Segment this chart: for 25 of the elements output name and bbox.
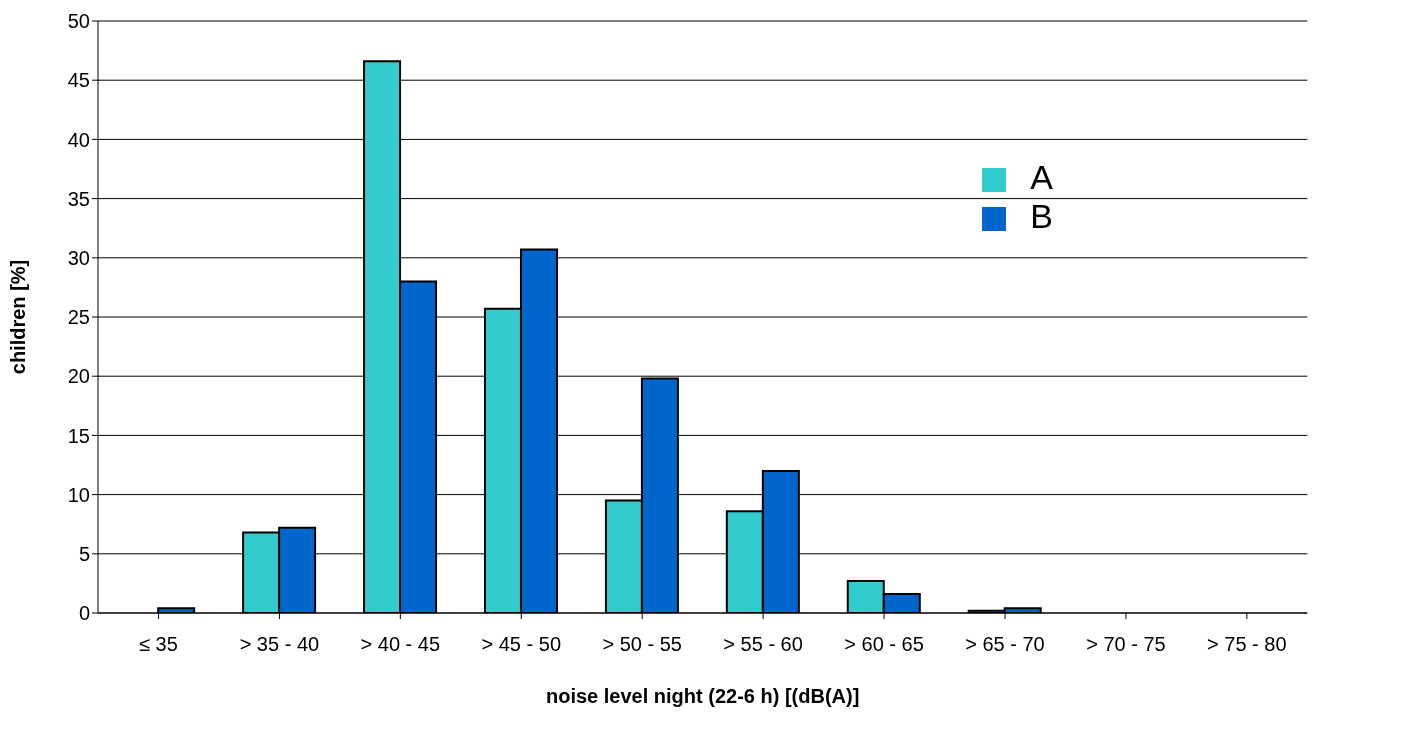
x-tick-label: > 55 - 60 <box>723 633 803 656</box>
x-tick-label: > 75 - 80 <box>1207 633 1287 656</box>
x-tick-label: > 60 - 65 <box>844 633 924 656</box>
y-tick-label: 5 <box>78 542 90 565</box>
y-tick-label: 40 <box>67 128 90 151</box>
x-tick-label: > 35 - 40 <box>239 633 320 656</box>
x-tick-label: > 45 - 50 <box>481 633 562 656</box>
x-tick-label: > 65 - 70 <box>965 633 1045 656</box>
legend-label: A <box>1030 158 1053 196</box>
y-axis-title: children [%] <box>7 259 30 375</box>
x-tick-label: > 40 - 45 <box>360 633 441 656</box>
y-tick-label: 20 <box>67 365 90 388</box>
x-tick-label: > 50 - 55 <box>602 633 682 656</box>
y-tick-label: 50 <box>67 10 90 33</box>
y-tick-label: 0 <box>78 602 90 625</box>
y-tick-label: 15 <box>67 424 90 447</box>
y-tick-label: 35 <box>67 187 90 210</box>
y-tick-label: 25 <box>67 306 90 329</box>
y-tick-label: 30 <box>67 246 90 269</box>
x-tick-label: > 70 - 75 <box>1086 633 1166 656</box>
y-tick-label: 10 <box>67 483 90 506</box>
x-tick-label: ≤ 35 <box>139 633 178 656</box>
y-tick-label: 45 <box>67 69 90 92</box>
x-axis-title: noise level night (22-6 h) [(dB(A)] <box>545 685 860 707</box>
legend-label: B <box>1030 197 1053 235</box>
